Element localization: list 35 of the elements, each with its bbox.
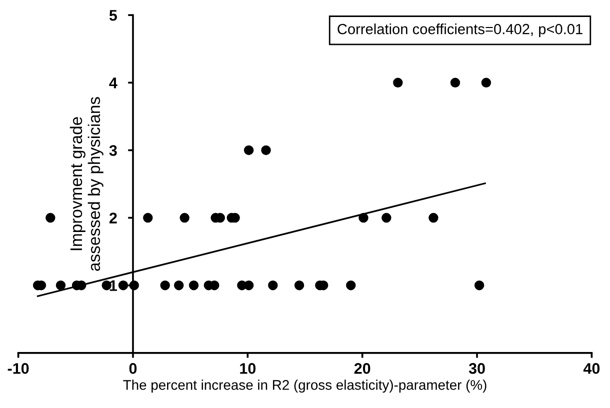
point (481, 78, 492, 88)
point (46, 212, 56, 223)
point (358, 212, 368, 223)
annotation: Correlation coefficients=0.402, p<0.01 (338, 24, 582, 38)
point (294, 280, 304, 290)
point (428, 212, 438, 223)
x-tick-label: 40 (583, 363, 600, 374)
point (244, 280, 254, 290)
point (261, 145, 271, 156)
y-tick-label: 2 (109, 212, 117, 224)
point (160, 280, 170, 290)
point (118, 280, 128, 290)
x-tick-label: 0 (129, 363, 137, 374)
x-tick-label: -10 (8, 363, 29, 374)
x-tick-label: 20 (354, 363, 370, 374)
y-tick-label: 3 (109, 145, 117, 156)
point (174, 280, 184, 290)
x-axis-title: The percent increase in R2 (gross elasticity)-parameter (%) (123, 380, 486, 393)
y-axis-title: Improvment grade assessed by physicians (70, 97, 104, 271)
point (180, 212, 190, 223)
point (143, 212, 153, 223)
point (188, 280, 199, 290)
point (244, 145, 254, 156)
y-tick-label: 4 (109, 78, 118, 88)
x-tick-label: 30 (468, 363, 485, 374)
point (393, 78, 403, 88)
point (382, 212, 392, 223)
point (346, 280, 356, 290)
y-tick-label: 5 (109, 10, 117, 21)
point (450, 78, 460, 88)
point (474, 280, 484, 290)
x-tick-label: 10 (240, 363, 256, 374)
point (56, 280, 66, 290)
point (129, 280, 139, 290)
point (268, 280, 278, 290)
